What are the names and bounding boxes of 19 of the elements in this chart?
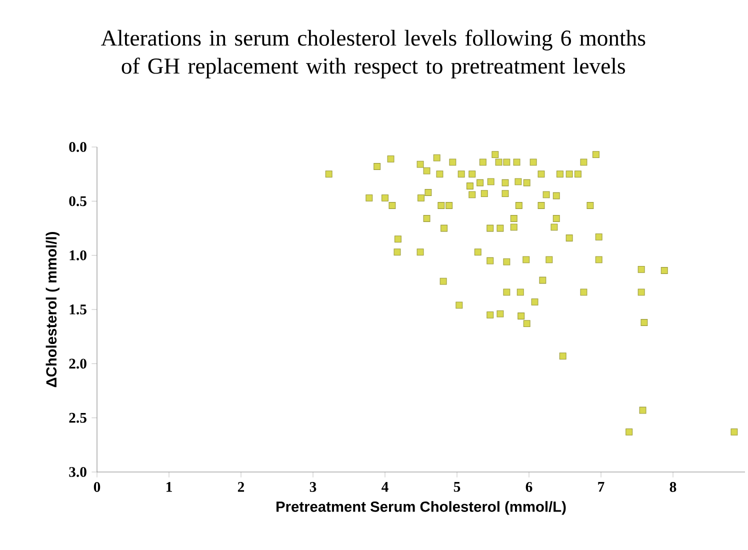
x-tick-label: 1 [166, 482, 172, 492]
y-tick-label: 2.0 [69, 358, 86, 369]
y-tick-label: 1.0 [70, 250, 86, 260]
x-tick-label: 4 [382, 482, 388, 492]
x-tick-label: 2 [238, 482, 244, 492]
y-tick-label: 3.0 [69, 467, 86, 477]
x-tick-label: 8 [670, 482, 676, 492]
x-axis-title: Pretreatment Serum Cholesterol (mmol/L) [276, 501, 566, 515]
y-tick-label: 2.5 [69, 412, 86, 423]
x-tick-label: 3 [310, 482, 316, 492]
y-tick-label: 0.0 [69, 142, 86, 152]
x-tick-label: 7 [598, 482, 604, 492]
x-tick-label: 5 [454, 482, 460, 492]
x-tick-label: 6 [526, 482, 532, 492]
chart-title: Alterations in serum cholesterol levels following 6 months of GH replacement with respect to pretreatment levels [100, 30, 646, 78]
y-axis-title: ΔCholesterol ( mmol/l) [46, 232, 60, 388]
y-tick-label: 0.5 [69, 196, 86, 206]
y-tick-label: 1.5 [70, 304, 86, 314]
x-tick-label: 0 [94, 482, 100, 492]
